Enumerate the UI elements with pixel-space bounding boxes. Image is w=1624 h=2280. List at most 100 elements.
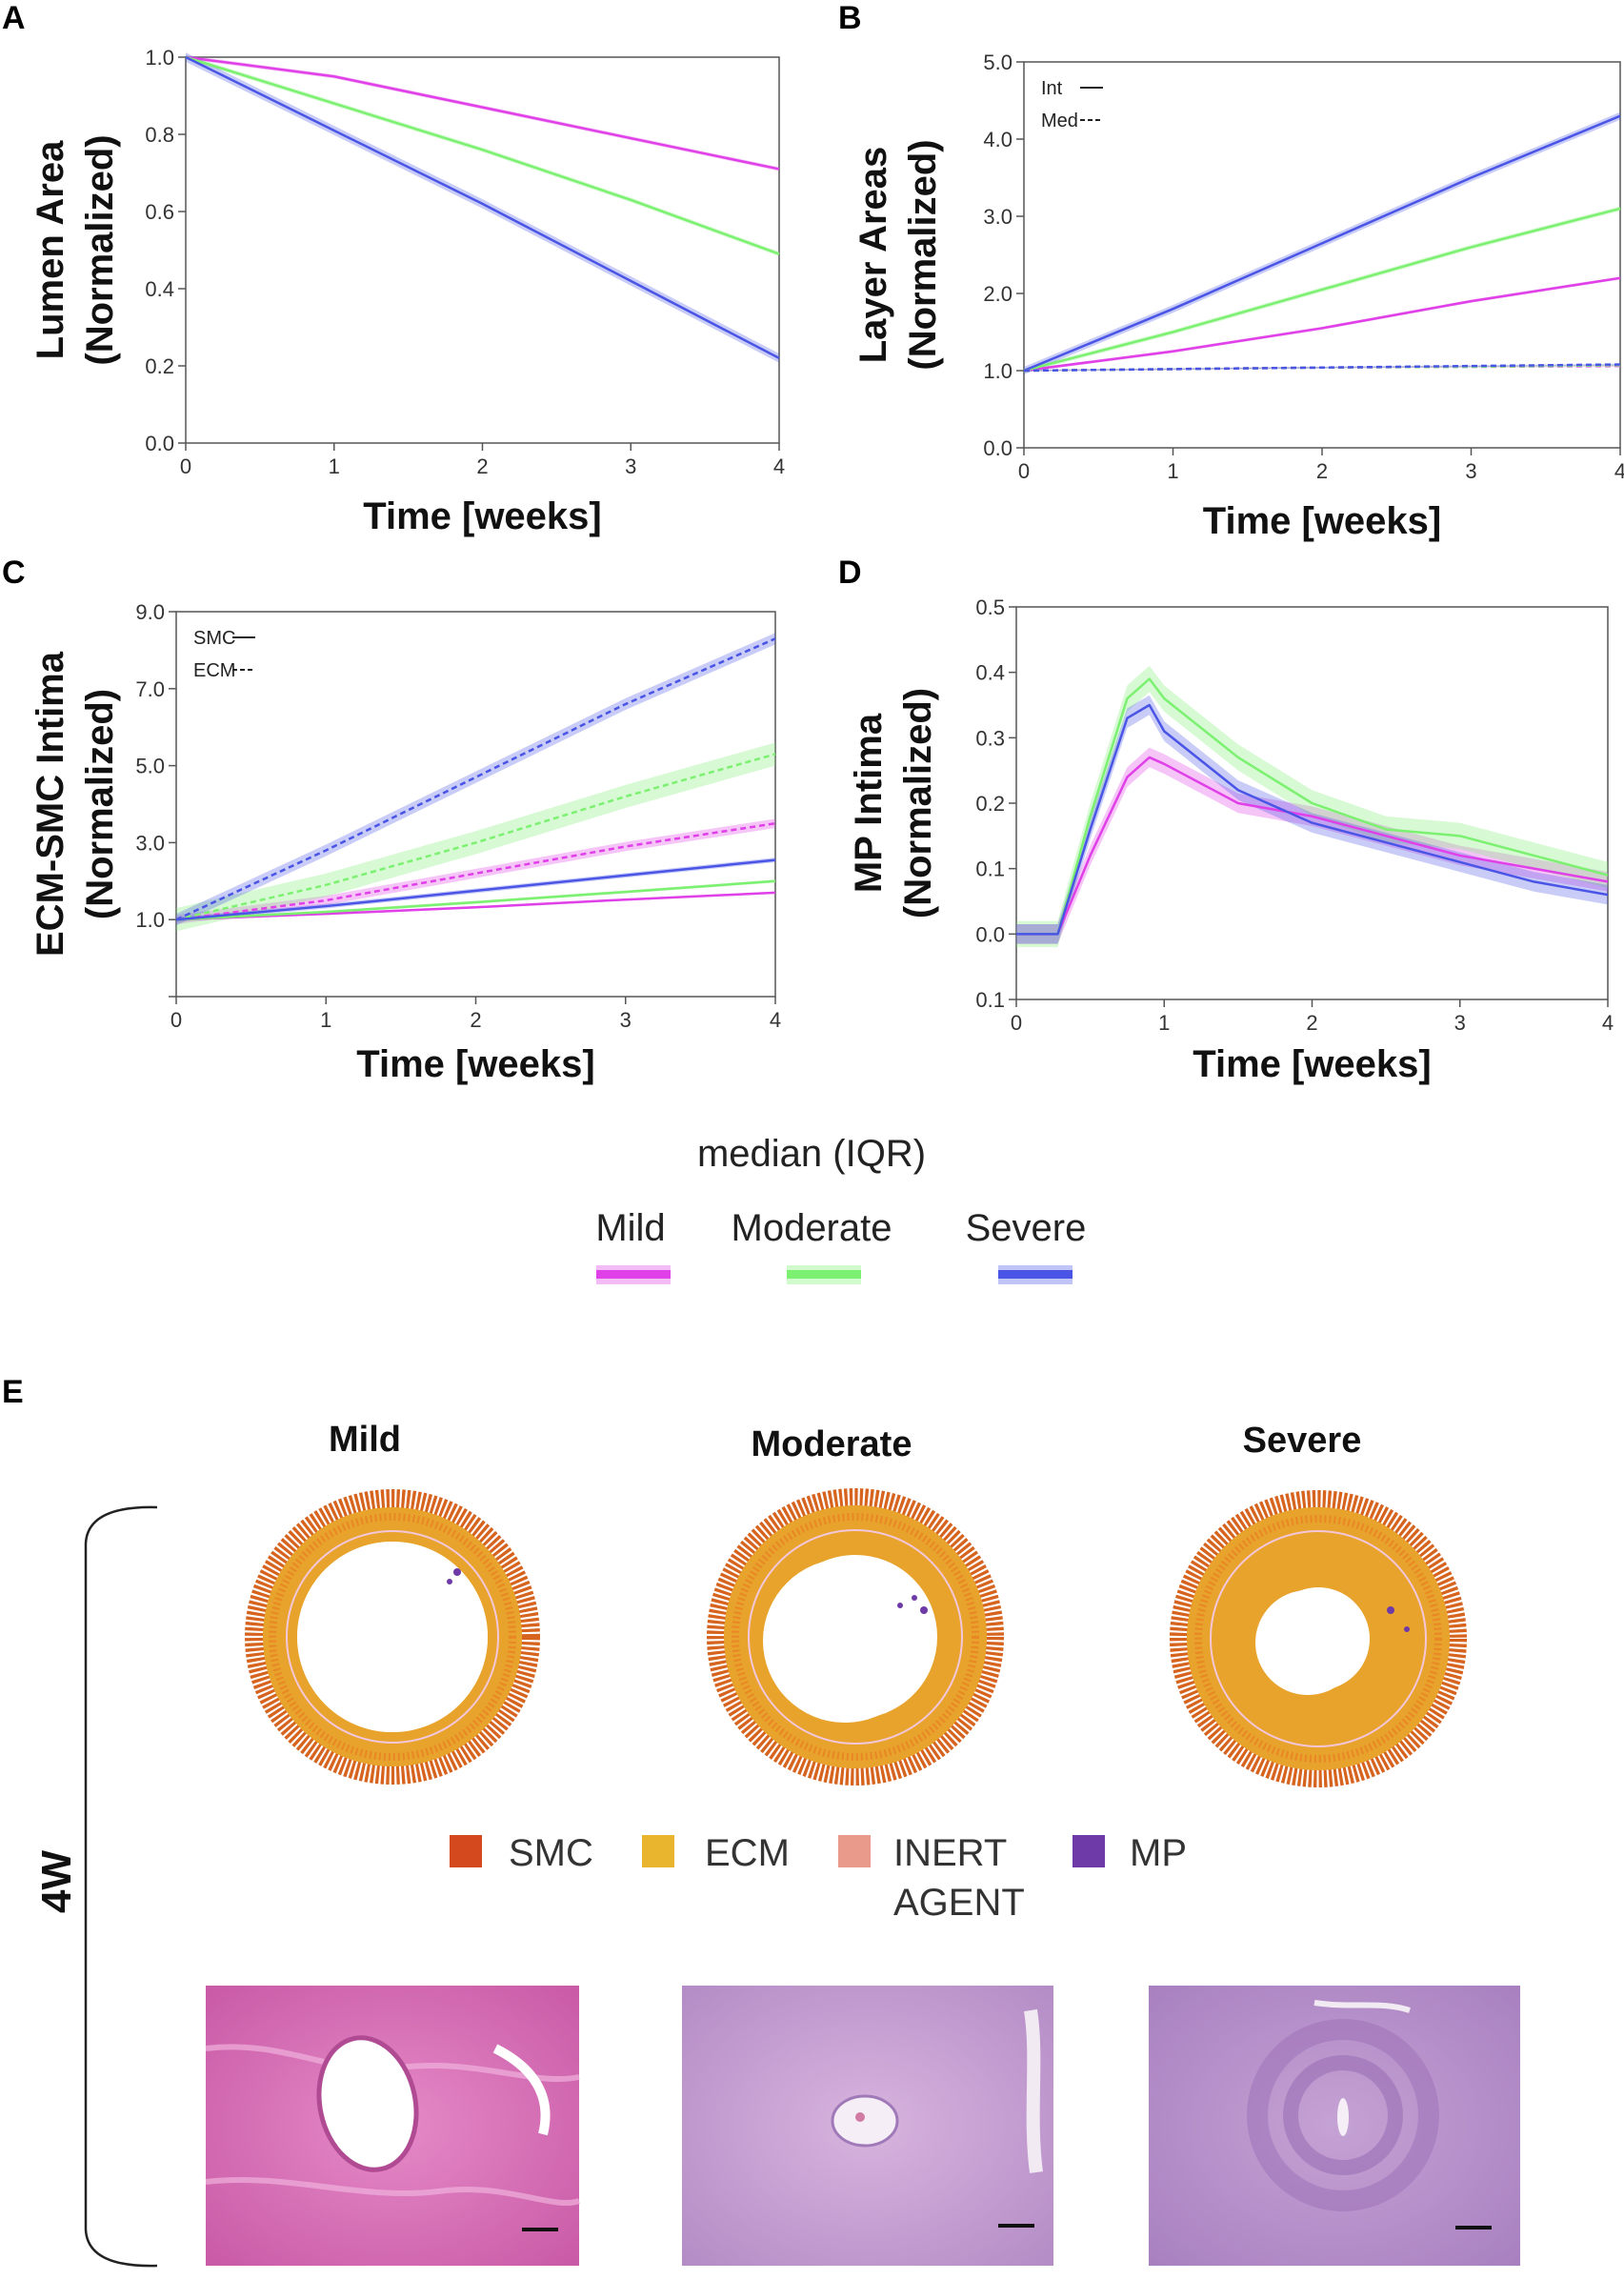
histology-mild bbox=[205, 1986, 581, 2266]
x-tick-label: 3 bbox=[1454, 1011, 1466, 1035]
series-band bbox=[1016, 695, 1608, 944]
x-tick-label: 2 bbox=[1306, 1011, 1317, 1035]
y-tick-label: 0.2 bbox=[145, 354, 174, 378]
simulation-ring-severe bbox=[1170, 1490, 1467, 1787]
x-tick-label: 4 bbox=[770, 1008, 781, 1032]
row-bracket bbox=[84, 1505, 158, 2268]
y-axis-label: (Normalized) bbox=[79, 134, 121, 365]
y-tick-label: 2.0 bbox=[983, 282, 1012, 306]
legend-swatch-ecm bbox=[642, 1835, 674, 1867]
inline-legend-label: ECM bbox=[193, 660, 235, 681]
plot-frame bbox=[1023, 61, 1621, 449]
y-tick-label: 0.0 bbox=[145, 432, 174, 455]
column-title-mild: Mild bbox=[329, 1420, 401, 1460]
series-line bbox=[185, 55, 780, 360]
x-tick-label: 2 bbox=[1316, 459, 1328, 483]
chart-panel-a: 0 1 2 3 4 0.0 0.2 0.4 0.6 0.8 1.0 Time [weeks] Lumen… bbox=[30, 46, 785, 537]
x-tick-label: 4 bbox=[1602, 1011, 1614, 1035]
y-axis-label: (Normalized) bbox=[79, 689, 121, 919]
y-axis-label: ECM-SMC Intima bbox=[30, 651, 71, 957]
y-tick-label: 0.0 bbox=[983, 436, 1012, 460]
histology-severe bbox=[1149, 1986, 1520, 2266]
y-tick-label: 4.0 bbox=[983, 128, 1012, 151]
panel-letter-e: E bbox=[2, 1374, 24, 1410]
series-band bbox=[176, 818, 775, 925]
simulation-ring-mild bbox=[245, 1489, 540, 1785]
legend-swatch-mild bbox=[596, 1270, 671, 1279]
x-tick-label: 4 bbox=[773, 454, 785, 478]
series-line bbox=[1016, 703, 1609, 936]
simulation-ring-moderate bbox=[707, 1488, 1004, 1786]
shared-legend-title: median (IQR) bbox=[697, 1133, 926, 1175]
y-tick-label: 0.4 bbox=[145, 277, 174, 301]
series-line bbox=[175, 879, 776, 921]
legend-label-inert-agent: INERT AGENT bbox=[893, 1832, 1025, 1924]
x-tick-label: 3 bbox=[1465, 459, 1476, 483]
series-line bbox=[1023, 276, 1621, 373]
x-axis-label: Time [weeks] bbox=[1193, 1043, 1432, 1085]
y-tick-label: 1.0 bbox=[135, 908, 165, 932]
y-tick-label: 0.1 bbox=[975, 858, 1005, 881]
inline-legend-label: Int bbox=[1041, 78, 1063, 99]
series-line bbox=[175, 858, 776, 921]
y-axis-label: (Normalized) bbox=[897, 688, 939, 918]
column-title-severe: Severe bbox=[1243, 1421, 1362, 1461]
y-tick-label: 7.0 bbox=[135, 677, 165, 701]
y-tick-label: 1.0 bbox=[145, 46, 174, 70]
y-tick-label: 0.4 bbox=[975, 661, 1005, 685]
plot-frame bbox=[175, 611, 776, 998]
y-tick-label: 0.0 bbox=[975, 922, 1005, 946]
series-band bbox=[186, 54, 779, 172]
x-tick-label: 0 bbox=[170, 1008, 182, 1032]
series-line bbox=[1023, 114, 1621, 373]
series-line bbox=[1023, 207, 1621, 373]
series-band bbox=[176, 633, 775, 926]
x-tick-label: 1 bbox=[1158, 1011, 1170, 1035]
inline-legend-label: SMC bbox=[193, 628, 235, 649]
x-axis-label: Time [weeks] bbox=[363, 495, 602, 537]
shared-legend: median (IQR) Mild Moderate Severe bbox=[595, 1133, 1086, 1284]
y-tick-label: 5.0 bbox=[983, 50, 1012, 74]
y-tick-label: 3.0 bbox=[135, 831, 165, 855]
legend-label-mild: Mild bbox=[595, 1207, 665, 1249]
y-tick-label: 0.2 bbox=[975, 792, 1005, 816]
x-tick-label: 1 bbox=[320, 1008, 331, 1032]
legend-swatch-moderate bbox=[787, 1270, 861, 1279]
x-tick-label: 2 bbox=[476, 454, 488, 478]
inline-legend-label: Med bbox=[1041, 111, 1078, 131]
legend-label-severe: Severe bbox=[966, 1207, 1087, 1249]
legend-swatch-inert-agent bbox=[838, 1835, 871, 1867]
y-tick-label: 1.0 bbox=[983, 359, 1012, 383]
series-line bbox=[175, 891, 776, 921]
y-tick-label: 0.1 bbox=[975, 988, 1005, 1012]
legend-label-ecm: ECM bbox=[705, 1832, 790, 1874]
y-tick-label: 0.6 bbox=[145, 200, 174, 224]
panel-e: E Mild Moderate Severe 4W bbox=[2, 1374, 1520, 2268]
x-tick-label: 3 bbox=[625, 454, 636, 478]
series-line bbox=[175, 821, 776, 921]
chart-panel-d: 0 1 2 3 4 0.1 0.0 0.1 0.2 0.3 0.4 0.5 Time [weeks] MP… bbox=[848, 595, 1614, 1085]
x-axis-label: Time [weeks] bbox=[1203, 500, 1442, 542]
y-axis-label: (Normalized) bbox=[902, 139, 944, 370]
x-tick-label: 1 bbox=[329, 454, 340, 478]
y-axis-label: MP Intima bbox=[848, 713, 890, 893]
y-axis-label: Lumen Area bbox=[30, 140, 71, 359]
legend-label-smc: SMC bbox=[509, 1832, 593, 1874]
x-tick-label: 3 bbox=[620, 1008, 632, 1032]
scale-bar-mild bbox=[522, 2228, 558, 2231]
y-tick-label: 9.0 bbox=[135, 600, 165, 624]
panel-letter-b: B bbox=[838, 0, 862, 36]
series-line bbox=[175, 753, 776, 921]
legend-label-moderate: Moderate bbox=[732, 1207, 892, 1249]
scale-bar-moderate bbox=[998, 2224, 1034, 2228]
series-line bbox=[1016, 756, 1609, 936]
histology-moderate bbox=[682, 1986, 1053, 2266]
panel-letter-c: C bbox=[2, 555, 26, 591]
y-tick-label: 0.8 bbox=[145, 123, 174, 147]
x-tick-label: 0 bbox=[180, 454, 191, 478]
legend-swatch-smc bbox=[450, 1835, 482, 1867]
y-tick-label: 0.3 bbox=[975, 726, 1005, 750]
chart-panel-b: 0 1 2 3 4 0.0 1.0 2.0 3.0 4.0 5.0 Int Med Time [weeks… bbox=[852, 50, 1624, 542]
y-axis-label: Layer Areas bbox=[852, 147, 894, 364]
